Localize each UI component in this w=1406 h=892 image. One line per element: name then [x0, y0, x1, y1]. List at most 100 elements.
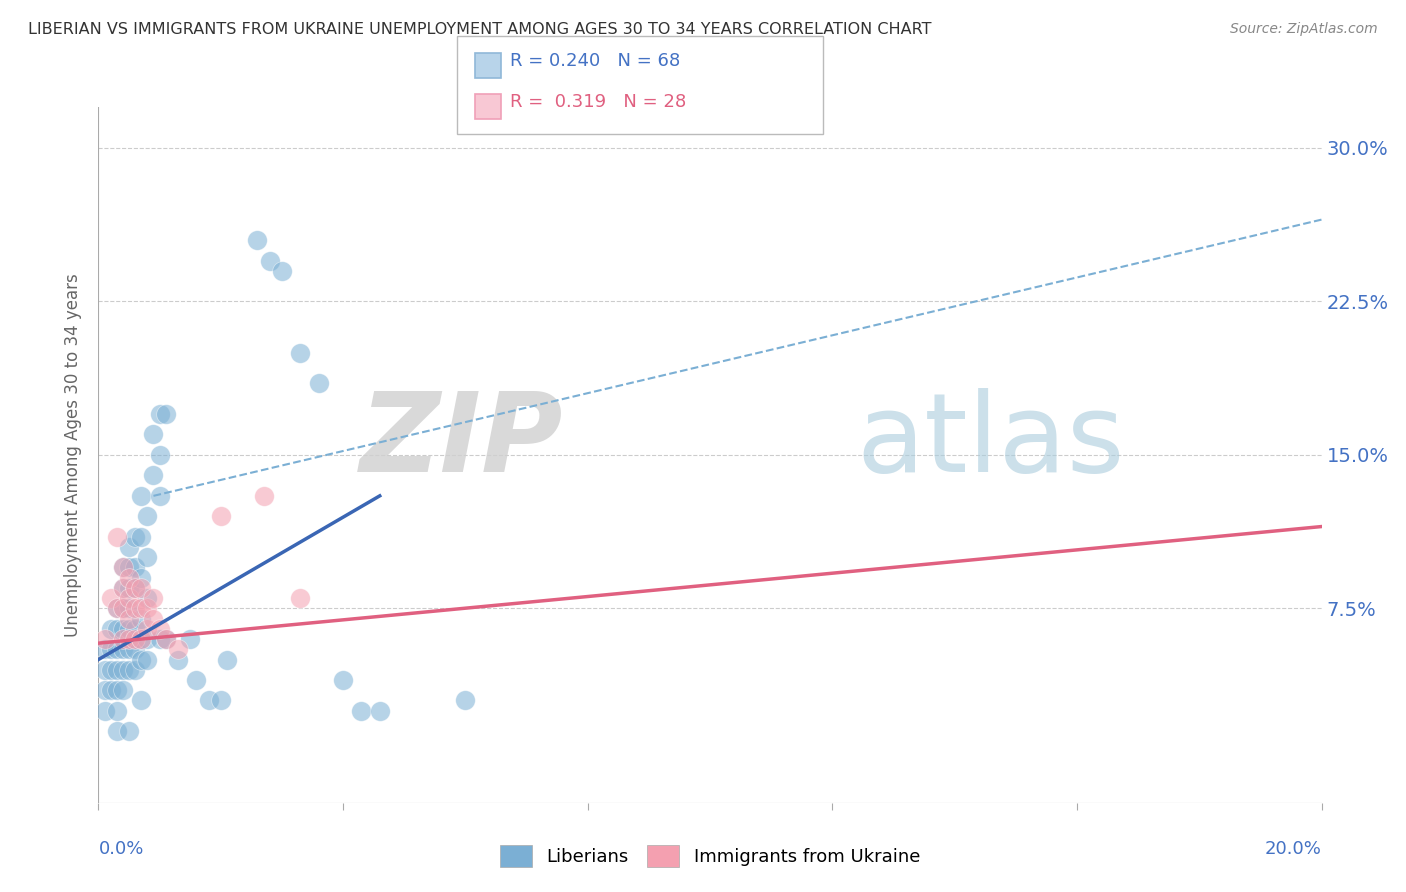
Legend: Liberians, Immigrants from Ukraine: Liberians, Immigrants from Ukraine — [492, 838, 928, 874]
Point — [142, 427, 165, 442]
Point — [105, 663, 128, 677]
Point — [124, 642, 146, 657]
Point — [129, 632, 152, 646]
Text: 0.0%: 0.0% — [98, 839, 143, 857]
Point — [124, 560, 146, 574]
Point — [118, 581, 141, 595]
Point — [111, 642, 134, 657]
Point — [167, 652, 190, 666]
Point — [155, 407, 177, 421]
Point — [124, 622, 146, 636]
Point — [111, 632, 134, 646]
Point — [111, 581, 134, 595]
Point — [100, 642, 122, 657]
Point — [105, 683, 128, 698]
Point — [186, 673, 208, 687]
Point — [142, 612, 165, 626]
Text: Source: ZipAtlas.com: Source: ZipAtlas.com — [1230, 22, 1378, 37]
Point — [118, 663, 141, 677]
Point — [129, 530, 152, 544]
Point — [136, 632, 159, 646]
Point — [129, 652, 152, 666]
Point — [259, 253, 281, 268]
Point — [93, 663, 115, 677]
Point — [149, 407, 172, 421]
Point — [105, 622, 128, 636]
Point — [93, 642, 115, 657]
Point — [118, 612, 141, 626]
Point — [111, 560, 134, 574]
Text: LIBERIAN VS IMMIGRANTS FROM UKRAINE UNEMPLOYMENT AMONG AGES 30 TO 34 YEARS CORRE: LIBERIAN VS IMMIGRANTS FROM UKRAINE UNEM… — [28, 22, 932, 37]
Point — [124, 581, 146, 595]
Y-axis label: Unemployment Among Ages 30 to 34 years: Unemployment Among Ages 30 to 34 years — [65, 273, 83, 637]
Point — [149, 632, 172, 646]
Point — [118, 601, 141, 615]
Point — [136, 591, 159, 606]
Point — [129, 612, 152, 626]
Point — [129, 601, 152, 615]
Point — [111, 601, 134, 615]
Point — [93, 683, 115, 698]
Point — [100, 663, 122, 677]
Point — [111, 560, 134, 574]
Point — [105, 601, 128, 615]
Text: 20.0%: 20.0% — [1265, 839, 1322, 857]
Point — [129, 632, 152, 646]
Point — [179, 632, 201, 646]
Point — [118, 724, 141, 739]
Point — [136, 622, 159, 636]
Point — [290, 345, 312, 359]
Point — [149, 448, 172, 462]
Point — [142, 468, 165, 483]
Point — [118, 540, 141, 554]
Point — [350, 704, 373, 718]
Point — [100, 683, 122, 698]
Point — [308, 376, 330, 391]
Point — [252, 489, 274, 503]
Point — [215, 652, 238, 666]
Text: atlas: atlas — [856, 387, 1125, 494]
Point — [118, 632, 141, 646]
Point — [105, 601, 128, 615]
Point — [100, 591, 122, 606]
Text: ZIP: ZIP — [360, 387, 564, 494]
Point — [136, 509, 159, 524]
Point — [111, 683, 134, 698]
Point — [118, 642, 141, 657]
Point — [124, 530, 146, 544]
Point — [105, 724, 128, 739]
Point — [136, 652, 159, 666]
Point — [124, 601, 146, 615]
Point — [129, 489, 152, 503]
Point — [368, 704, 391, 718]
Point — [149, 489, 172, 503]
Point — [290, 591, 312, 606]
Point — [118, 571, 141, 585]
Point — [149, 622, 172, 636]
Point — [118, 560, 141, 574]
Point — [129, 581, 152, 595]
Point — [93, 704, 115, 718]
Point — [167, 642, 190, 657]
Point — [209, 693, 232, 707]
Point — [129, 693, 152, 707]
Point — [111, 601, 134, 615]
Point — [105, 642, 128, 657]
Point — [155, 632, 177, 646]
Text: R =  0.319   N = 28: R = 0.319 N = 28 — [510, 93, 686, 111]
Point — [124, 663, 146, 677]
Point — [136, 550, 159, 565]
Point — [118, 591, 141, 606]
Point — [111, 663, 134, 677]
Point — [155, 632, 177, 646]
Point — [105, 530, 128, 544]
Point — [100, 622, 122, 636]
Point — [118, 622, 141, 636]
Point — [246, 233, 269, 247]
Point — [124, 632, 146, 646]
Point — [124, 581, 146, 595]
Point — [332, 673, 354, 687]
Point — [129, 571, 152, 585]
Point — [454, 693, 477, 707]
Point — [111, 581, 134, 595]
